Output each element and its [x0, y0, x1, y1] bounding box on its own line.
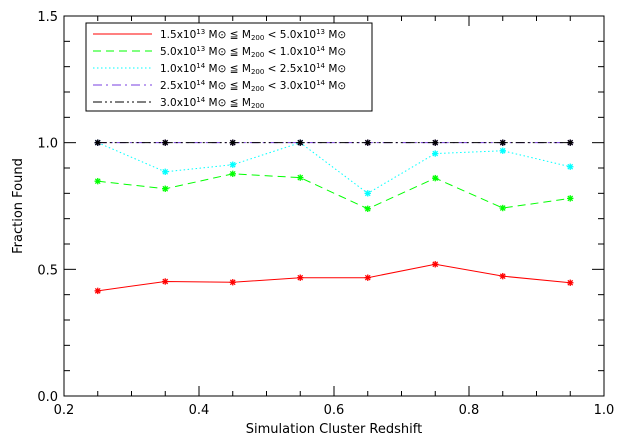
series-line: [97, 142, 571, 194]
series-5: [94, 139, 574, 146]
data-point: [432, 261, 439, 268]
y-tick-label: 0.5: [37, 263, 58, 278]
y-tick-label: 1.0: [37, 137, 58, 152]
data-point: [162, 168, 169, 175]
data-point: [567, 195, 574, 202]
legend-box: [85, 22, 373, 112]
legend-label: 3.0x1014 M⊙ ≦ M200: [160, 96, 264, 110]
x-tick-label: 0.2: [54, 403, 75, 418]
tick-labels: 0.2 0.4 0.6 0.8 1.0 0.0 0.5 1.0 1.5: [37, 10, 614, 418]
data-point: [297, 174, 304, 181]
data-point: [229, 139, 236, 146]
data-point: [229, 161, 236, 168]
legend-entry: 5.0x1013 M⊙ ≦ M200 < 1.0x1014 M⊙: [93, 45, 346, 59]
data-point: [94, 139, 101, 146]
legend-label: 5.0x1013 M⊙ ≦ M200 < 1.0x1014 M⊙: [160, 45, 346, 59]
legend-entry: 3.0x1014 M⊙ ≦ M200: [93, 96, 264, 110]
x-tick-label: 0.4: [189, 403, 210, 418]
data-point: [364, 205, 371, 212]
data-point: [162, 185, 169, 192]
legend-label: 2.5x1014 M⊙ ≦ M200 < 3.0x1014 M⊙: [160, 79, 346, 93]
series-1: [94, 261, 574, 295]
x-axis-label: Simulation Cluster Redshift: [246, 422, 422, 437]
data-point: [229, 170, 236, 178]
data-point: [364, 274, 371, 281]
data-point: [94, 287, 101, 295]
series-2: [94, 170, 574, 212]
x-tick-label: 0.6: [324, 403, 345, 418]
data-point: [229, 279, 236, 286]
data-point: [567, 279, 574, 286]
x-tick-label: 1.0: [594, 403, 615, 418]
legend-label: 1.5x1013 M⊙ ≦ M200 < 5.0x1013 M⊙: [160, 28, 346, 42]
y-tick-label: 1.5: [37, 10, 58, 25]
data-point: [297, 139, 304, 146]
series-line: [97, 263, 571, 292]
y-axis-label: Fraction Found: [11, 158, 26, 254]
data-point: [499, 272, 506, 280]
legend-entry: 1.5x1013 M⊙ ≦ M200 < 5.0x1013 M⊙: [93, 28, 346, 42]
data-point: [94, 177, 101, 185]
data-point: [432, 150, 439, 157]
data-point: [364, 139, 371, 146]
legend-entry: 1.0x1014 M⊙ ≦ M200 < 2.5x1014 M⊙: [93, 62, 346, 76]
data-point: [162, 278, 169, 285]
x-tick-label: 0.8: [459, 403, 480, 418]
data-point: [432, 139, 439, 146]
data-point: [364, 190, 371, 197]
y-tick-label: 0.0: [37, 390, 58, 405]
data-point: [297, 274, 304, 281]
legend: 1.5x1013 M⊙ ≦ M200 < 5.0x1013 M⊙ 5.0x1013…: [85, 22, 373, 112]
legend-label: 1.0x1014 M⊙ ≦ M200 < 2.5x1014 M⊙: [160, 62, 346, 76]
data-point: [567, 163, 574, 170]
data-point: [567, 139, 574, 146]
series-line: [97, 173, 571, 210]
series-layer: [94, 139, 574, 295]
legend-entry: 2.5x1014 M⊙ ≦ M200 < 3.0x1014 M⊙: [93, 79, 346, 93]
data-point: [499, 147, 506, 154]
data-point: [499, 204, 506, 212]
data-point: [162, 139, 169, 146]
data-point: [432, 174, 439, 182]
data-point: [499, 139, 506, 146]
